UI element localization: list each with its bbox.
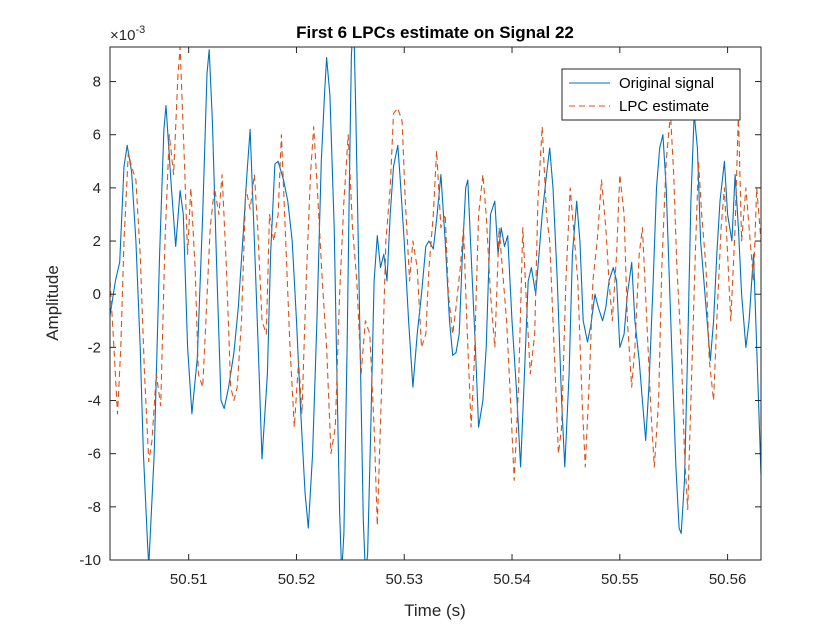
y-tick-label: -6: [88, 446, 101, 463]
y-tick-label: 2: [93, 233, 101, 250]
exponent-power: -3: [135, 24, 145, 36]
axes-layer: 50.51 50.52 50.53 50.54 50.55 50.56 -10 -8 -6 -4 -…: [79, 46, 762, 588]
y-tick-label: 8: [93, 74, 101, 91]
x-tick-label: 50.52: [278, 571, 316, 588]
y-tick-label: -2: [88, 339, 101, 356]
axes-box: [109, 46, 762, 561]
x-tick-label: 50.55: [601, 571, 639, 588]
legend-label-original: Original signal: [619, 75, 714, 92]
y-tick-label: -8: [88, 499, 101, 516]
y-axis-label: Amplitude: [43, 265, 62, 341]
series-layer: [110, 47, 761, 560]
x-tick-label: 50.51: [170, 571, 208, 588]
series-line-original-signal: [110, 47, 761, 560]
y-tick-label: -10: [79, 552, 101, 569]
y-tick-label: 0: [93, 286, 101, 303]
y-tick-label: 6: [93, 127, 101, 144]
series-line-lpc-estimate: [110, 47, 761, 526]
plot-area: [110, 47, 761, 560]
x-tick-label: 50.53: [385, 571, 423, 588]
y-tick-label: -4: [88, 393, 101, 410]
legend-box: [561, 68, 741, 121]
chart-title: First 6 LPCs estimate on Signal 22: [296, 23, 574, 42]
y-tick-label: 4: [93, 180, 101, 197]
y-axis-exponent: ×10-3: [110, 24, 145, 44]
x-tick-label: 50.54: [493, 571, 531, 588]
x-axis-label: Time (s): [404, 601, 466, 620]
legend: Original signal LPC estimate: [561, 68, 741, 121]
legend-label-lpc: LPC estimate: [619, 98, 709, 115]
x-tick-label: 50.56: [709, 571, 747, 588]
exponent-base: ×10: [110, 27, 135, 44]
